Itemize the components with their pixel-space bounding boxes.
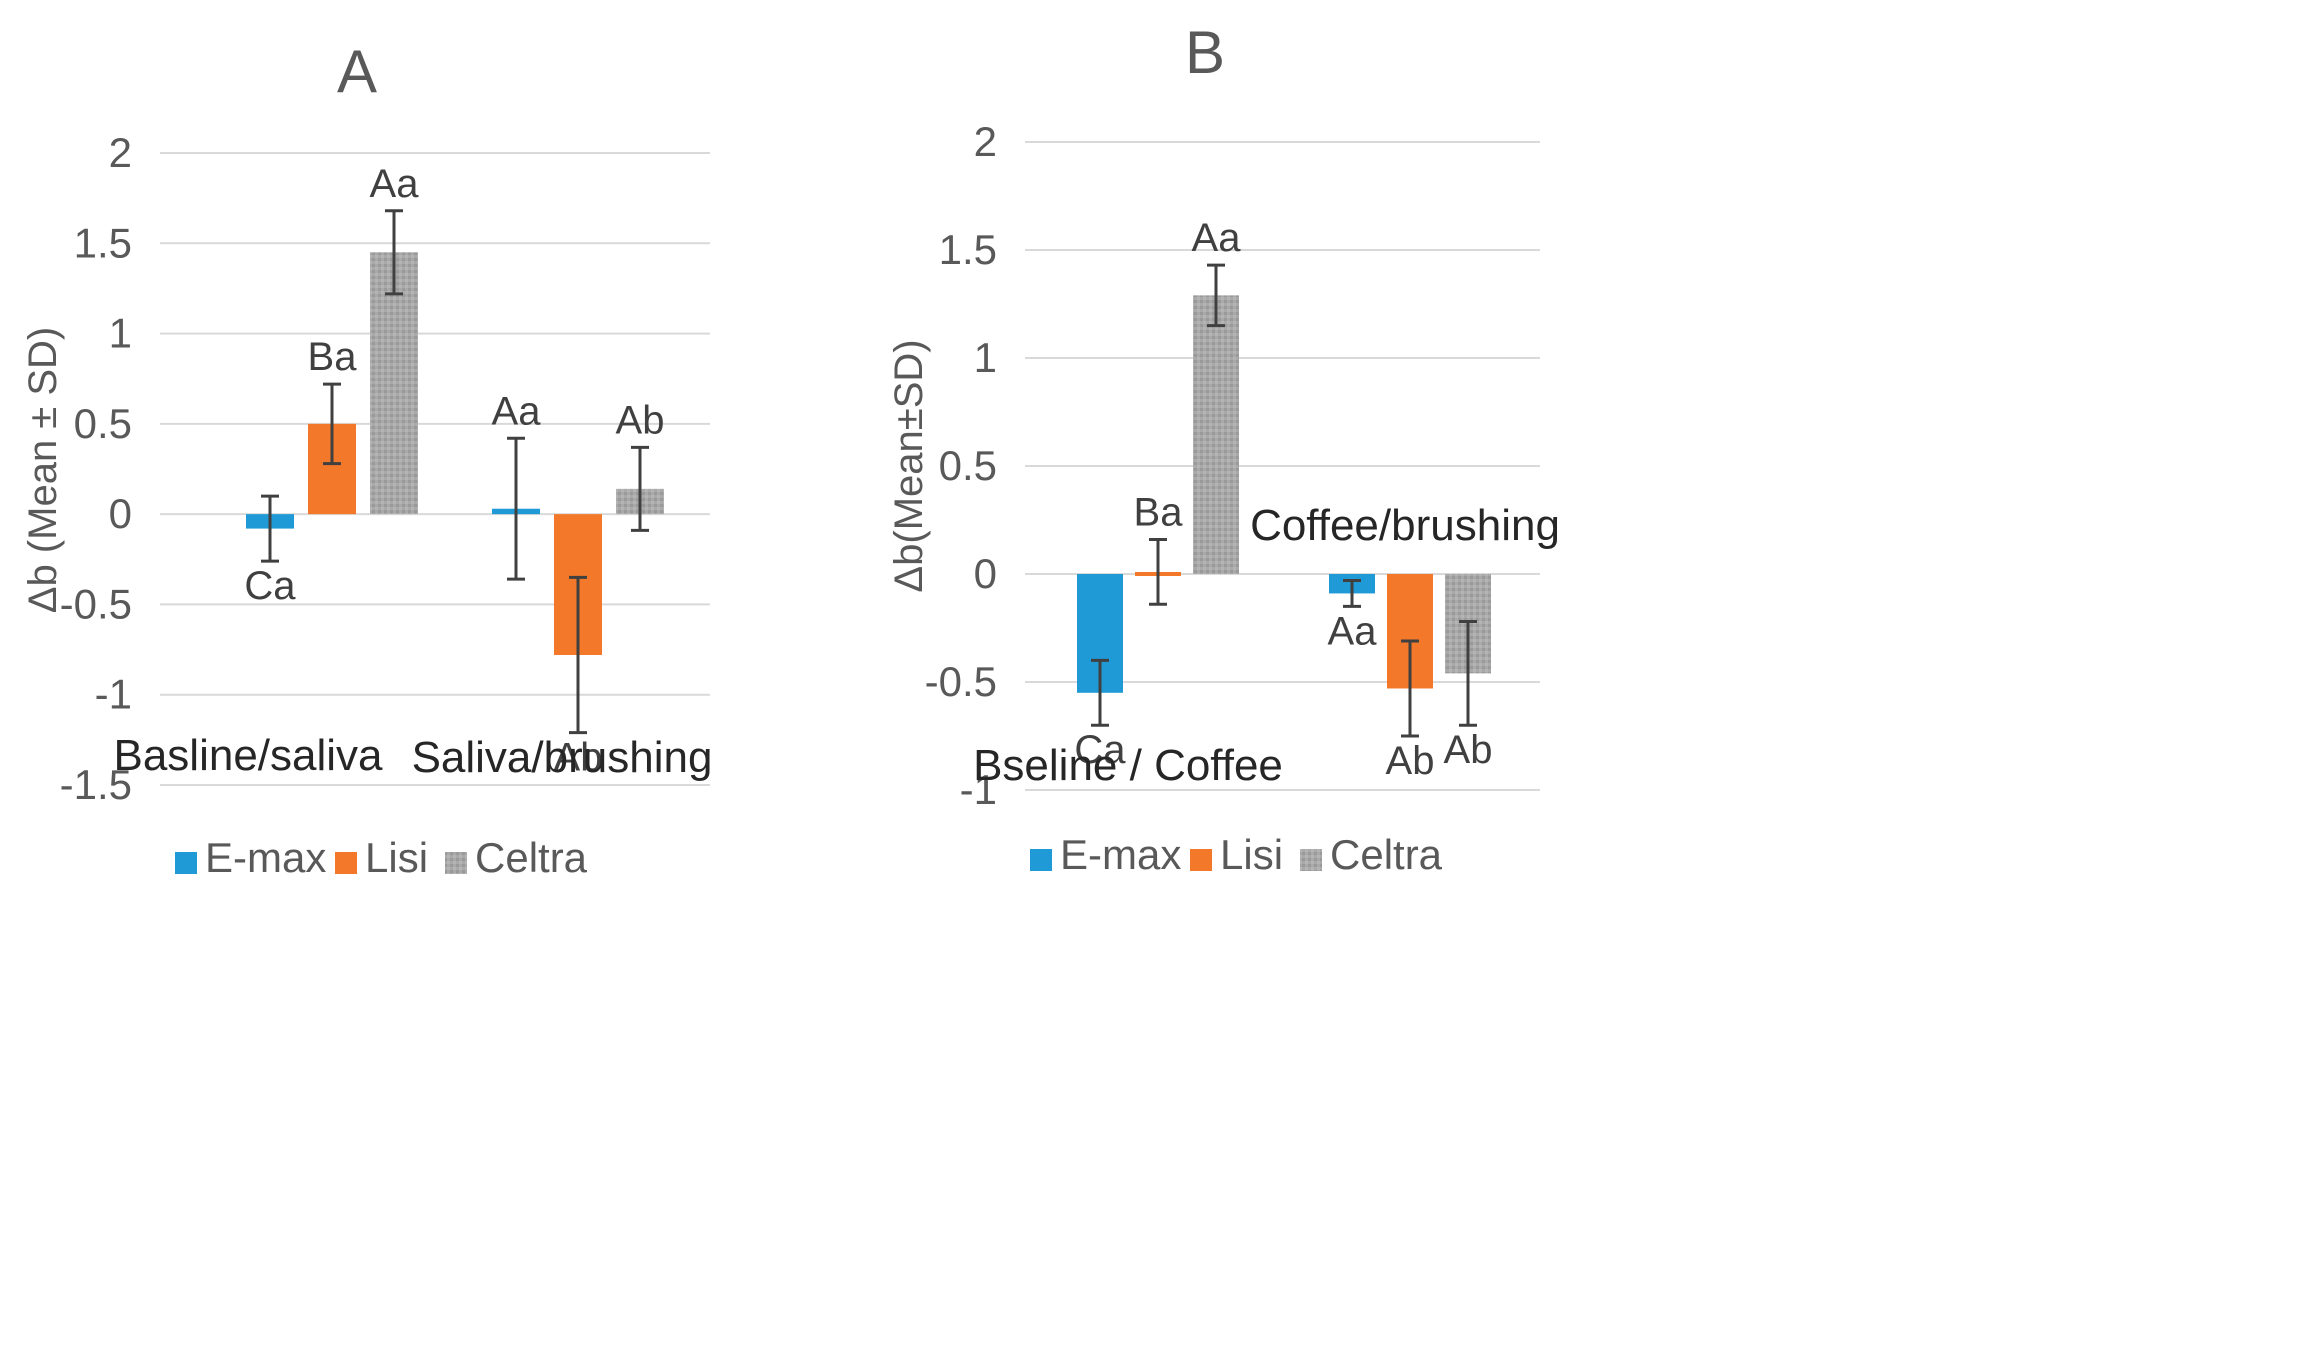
panel-b-legend-label-lisi: Lisi [1220,831,1283,878]
panel-a-ytick-label: 0.5 [74,400,132,447]
panel-b-sig-label: Aa [1192,216,1242,260]
panel-b-ytick-label: 1.5 [939,226,997,273]
panel-a-ytick-label: -1.5 [60,761,132,808]
panel-b-ytick-label: -0.5 [925,658,997,705]
panel-b-category-label: Bseline / Coffee [973,741,1283,790]
panel-b-ytick-label: 0 [974,550,997,597]
panel-a-ytick-label: 1.5 [74,219,132,266]
panel-a-ytick-label: 2 [109,129,132,176]
panel-b-ytick-label: -1 [960,766,997,813]
panel-a-sig-label: Aa [370,162,420,206]
panel-b-legend-swatch-lisi [1190,849,1212,871]
panel-a-ytick-label: -0.5 [60,580,132,627]
panel-a-ylabel: Δb (Mean ± SD) [21,327,65,614]
panel-b-legend-label-celtra: Celtra [1330,831,1443,878]
panel-a-sig-label: Ab [616,398,665,442]
panel-b-legend-swatch-e-max [1030,849,1052,871]
panel-b-sig-label: Ca [1074,728,1126,772]
panel-a-legend-swatch-celtra [445,852,467,874]
panel-a-sig-label: Ca [244,564,296,608]
panel-b-sig-label: Ba [1134,490,1184,534]
panel-a-legend-swatch-e-max [175,852,197,874]
panel-a-bar-celtra-0 [370,252,418,515]
panel-a-title: A [337,38,377,105]
panel-a-sig-label: Aa [492,389,542,433]
panel-b-category-label: Coffee/brushing [1250,501,1560,550]
panel-b-ytick-label: 1 [974,334,997,381]
panel-a-legend-label-celtra: Celtra [475,834,588,881]
panel-b-sig-label: Aa [1328,609,1378,653]
panel-b-title: B [1185,19,1225,86]
panel-a-ytick-label: -1 [95,671,132,718]
panel-a-category-label: Basline/saliva [113,731,383,780]
panel-a-legend-swatch-lisi [335,852,357,874]
panel-b-bar-celtra-0 [1193,295,1239,574]
panel-a-ytick-label: 0 [109,490,132,537]
panel-b-ytick-label: 0.5 [939,442,997,489]
panel-a-sig-label: Ab [554,736,603,780]
panel-b-ytick-label: 2 [974,118,997,165]
panel-a-legend-label-e-max: E-max [205,834,326,881]
panel-b-ylabel: Δb(Mean±SD) [887,339,931,592]
panel-a-legend-label-lisi: Lisi [365,834,428,881]
panel-a-sig-label: Ba [308,335,358,379]
panel-a-category-label: Saliva/brushing [412,733,713,782]
panel-a-ytick-label: 1 [109,310,132,357]
panel-b-legend-swatch-celtra [1300,849,1322,871]
panel-b-sig-label: Ab [1386,739,1435,783]
panel-b-legend-label-e-max: E-max [1060,831,1181,878]
panel-b-sig-label: Ab [1444,728,1493,772]
